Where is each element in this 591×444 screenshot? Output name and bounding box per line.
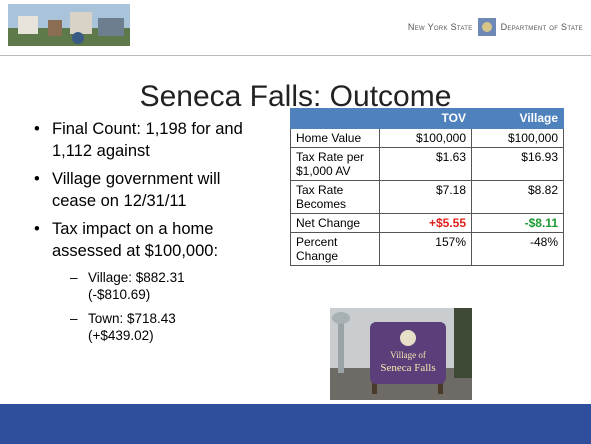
cell: -48% — [472, 233, 564, 266]
bullet-text: Village government will cease on 12/31/1… — [52, 168, 257, 212]
bullet: •Village government will cease on 12/31/… — [34, 168, 257, 212]
footer-band — [0, 404, 591, 444]
row-label: Percent Change — [291, 233, 380, 266]
bullet: •Tax impact on a home assessed at $100,0… — [34, 218, 257, 262]
table-row: Net Change +$5.55 -$8.11 — [291, 214, 564, 233]
bullet-text: Tax impact on a home assessed at $100,00… — [52, 218, 257, 262]
row-label: Tax Rate per $1,000 AV — [291, 148, 380, 181]
table-row: Home Value $100,000 $100,000 — [291, 129, 564, 148]
bullet-text: Final Count: 1,198 for and 1,112 against — [52, 118, 257, 162]
sub-bullet-text: Village: $882.31 (-$810.69) — [88, 269, 206, 303]
header-cell: Village — [472, 109, 564, 129]
row-label: Tax Rate Becomes — [291, 181, 380, 214]
cell: $8.82 — [472, 181, 564, 214]
header-cell: TOV — [380, 109, 472, 129]
agency-name-right: Department of State — [501, 22, 583, 32]
header-photo — [8, 4, 130, 46]
agency-logo: New York State Department of State — [408, 18, 583, 36]
row-label: Home Value — [291, 129, 380, 148]
sign-text: Village of — [390, 350, 426, 360]
sign-text: Seneca Falls — [380, 362, 435, 374]
tax-table: TOV Village Home Value $100,000 $100,000… — [290, 108, 564, 266]
cell: $1.63 — [380, 148, 472, 181]
sign-photo: Village of Seneca Falls — [330, 308, 472, 400]
table-row: Percent Change 157% -48% — [291, 233, 564, 266]
header-cell — [291, 109, 380, 129]
cell: $100,000 — [472, 129, 564, 148]
cell: +$5.55 — [380, 214, 472, 233]
table-row: Tax Rate per $1,000 AV $1.63 $16.93 — [291, 148, 564, 181]
cell: $16.93 — [472, 148, 564, 181]
sub-bullet: –Town: $718.43 (+$439.02) — [70, 310, 206, 344]
table-header: TOV Village — [291, 109, 564, 129]
bullet: •Final Count: 1,198 for and 1,112 agains… — [34, 118, 257, 162]
slide: New York State Department of State Senec… — [0, 0, 591, 444]
cell: $100,000 — [380, 129, 472, 148]
seal — [478, 18, 496, 36]
cell: $7.18 — [380, 181, 472, 214]
sub-bullet-text: Town: $718.43 (+$439.02) — [88, 310, 206, 344]
row-label: Net Change — [291, 214, 380, 233]
cell: -$8.11 — [472, 214, 564, 233]
sub-bullet: –Village: $882.31 (-$810.69) — [70, 269, 206, 303]
table-row: Tax Rate Becomes $7.18 $8.82 — [291, 181, 564, 214]
header-rule — [0, 55, 591, 56]
cell: 157% — [380, 233, 472, 266]
agency-name-left: New York State — [408, 22, 473, 32]
